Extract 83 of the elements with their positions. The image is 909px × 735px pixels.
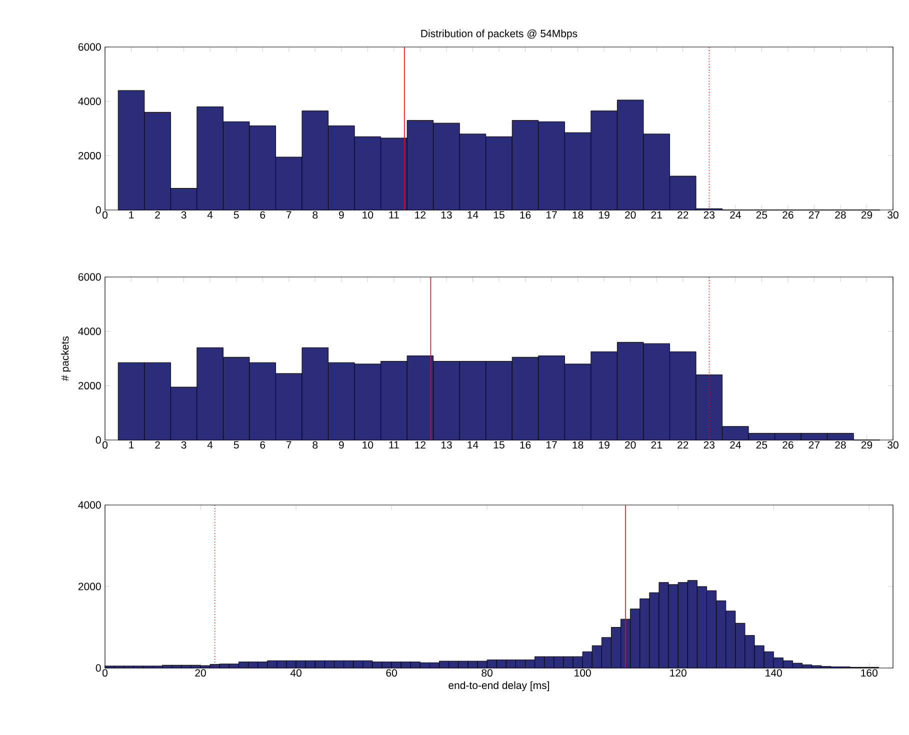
y-tick-label: 6000	[78, 43, 101, 51]
x-tick-label: 24	[730, 211, 741, 219]
y-tick-label: 4000	[78, 328, 101, 336]
x-tick-label: 20	[625, 211, 636, 219]
x-tick-label: 26	[782, 441, 794, 449]
chart-title: Distribution of packets @ 54Mbps	[421, 30, 578, 40]
x-tick-label: 24	[730, 441, 741, 449]
x-tick-label: 16	[520, 211, 531, 219]
x-tick-label: 9	[338, 211, 344, 219]
x-tick-label: 14	[468, 441, 478, 448]
x-tick-label: 22	[678, 211, 688, 219]
x-tick-label: 26	[782, 211, 794, 219]
x-tick-label: 13	[441, 211, 452, 219]
x-tick-label: 80	[482, 669, 492, 677]
x-tick-label: 27	[808, 211, 820, 219]
x-tick-label: 4	[207, 211, 213, 218]
x-tick-label: 25	[756, 441, 768, 449]
x-tick-label: 40	[290, 669, 302, 677]
x-tick-label: 10	[362, 441, 374, 449]
x-tick-label: 15	[494, 441, 504, 449]
x-tick-label: 160	[861, 669, 878, 677]
x-tick-label: 2	[155, 211, 160, 219]
y-tick-label: 0	[96, 664, 101, 672]
x-tick-label: 28	[835, 211, 846, 219]
y-tick-label: 4000	[78, 501, 101, 509]
y-tick-label: 2000	[78, 382, 101, 390]
x-tick-label: 18	[572, 211, 584, 219]
x-tick-label: 30	[888, 441, 898, 449]
x-tick-label: 140	[766, 669, 782, 677]
x-tick-label: 18	[572, 441, 584, 449]
x-tick-label: 7	[286, 211, 292, 218]
x-tick-label: 29	[861, 441, 872, 449]
x-tick-label: 23	[704, 441, 715, 449]
y-tick-label: 2000	[78, 152, 101, 160]
x-tick-label: 9	[338, 441, 344, 449]
x-tick-label: 60	[386, 669, 397, 677]
x-tick-label: 21	[651, 211, 662, 219]
x-tick-label: 14	[468, 211, 478, 218]
x-tick-label: 0	[102, 211, 108, 219]
x-tick-label: 0	[102, 441, 108, 449]
x-tick-label: 7	[286, 441, 292, 448]
x-tick-label: 5	[234, 441, 239, 449]
x-tick-label: 28	[835, 441, 846, 449]
y-tick-label: 2000	[78, 582, 101, 590]
x-tick-label: 15	[494, 211, 504, 219]
x-tick-label: 4	[207, 441, 213, 448]
x-tick-label: 12	[415, 211, 426, 219]
x-tick-label: 22	[678, 441, 688, 449]
x-tick-label: 5	[234, 211, 239, 219]
x-tick-label: 1	[129, 211, 134, 218]
x-tick-label: 21	[651, 441, 662, 449]
x-tick-label: 29	[861, 211, 872, 219]
x-tick-label: 23	[704, 211, 715, 219]
x-tick-label: 8	[312, 211, 318, 219]
x-tick-label: 3	[181, 441, 186, 449]
x-tick-label: 6	[260, 211, 266, 219]
x-tick-label: 100	[574, 669, 591, 677]
y-tick-label: 4000	[78, 98, 101, 106]
x-tick-label: 17	[546, 441, 557, 448]
x-tick-label: 25	[756, 211, 768, 219]
x-tick-label: 8	[312, 441, 318, 449]
x-tick-label: 0	[102, 669, 108, 677]
x-tick-label: 2	[155, 441, 160, 449]
y-axis-title: # packets	[60, 336, 71, 381]
x-tick-label: 120	[670, 669, 686, 677]
x-tick-label: 19	[599, 441, 610, 449]
y-tick-label: 6000	[78, 273, 101, 281]
x-tick-label: 11	[389, 211, 399, 218]
x-tick-label: 1	[129, 441, 134, 448]
x-tick-label: 19	[599, 211, 610, 219]
x-tick-label: 16	[520, 441, 531, 449]
x-tick-label: 10	[362, 211, 374, 219]
x-axis-title: end-to-end delay [ms]	[448, 681, 550, 692]
x-tick-label: 20	[625, 441, 636, 449]
x-tick-label: 17	[546, 211, 557, 218]
x-tick-label: 6	[260, 441, 266, 449]
x-tick-label: 3	[181, 211, 186, 219]
x-tick-label: 27	[808, 441, 820, 449]
x-tick-label: 20	[195, 669, 206, 677]
x-tick-label: 12	[415, 441, 426, 449]
x-tick-label: 30	[888, 211, 898, 219]
x-tick-label: 11	[389, 441, 399, 448]
x-tick-label: 13	[441, 441, 452, 449]
